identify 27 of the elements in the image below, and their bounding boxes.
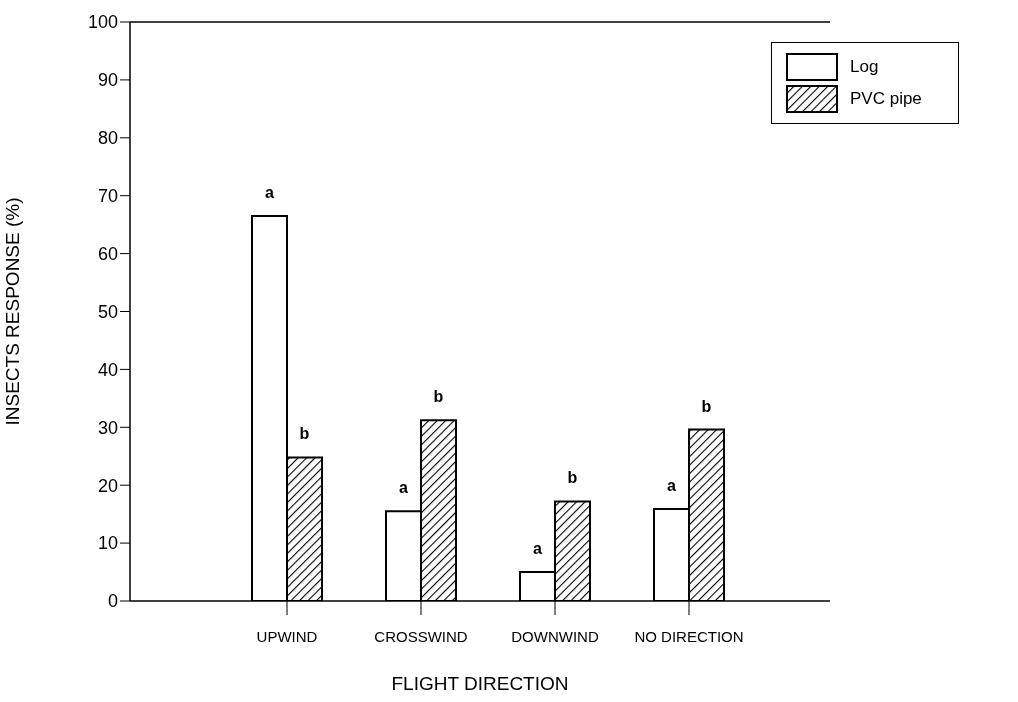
y-tick-label: 40 xyxy=(97,359,118,380)
annotation: a xyxy=(265,183,275,201)
x-tick-label: CROSSWIND xyxy=(374,627,468,645)
legend-label: Log xyxy=(850,57,879,77)
y-tick-label: 90 xyxy=(97,70,118,91)
legend-label: PVC pipe xyxy=(850,89,922,109)
y-tick-label: 80 xyxy=(97,128,118,149)
annotation: b xyxy=(701,397,712,415)
annotation: b xyxy=(299,425,310,443)
annotation: b xyxy=(433,388,444,406)
annotation: a xyxy=(399,479,409,497)
y-tick-label: 70 xyxy=(97,186,118,207)
y-tick-label: 20 xyxy=(97,475,118,496)
annotation: a xyxy=(533,540,543,558)
y-tick-label: 30 xyxy=(97,417,118,438)
y-tick-label: 60 xyxy=(97,243,118,264)
x-tick-label: DOWNWIND xyxy=(511,627,599,645)
x-axis-title: FLIGHT DIRECTION xyxy=(391,673,569,694)
annotation: b xyxy=(567,469,578,487)
y-tick-label: 10 xyxy=(97,533,118,554)
annotation: a xyxy=(667,476,677,494)
y-tick-label: 100 xyxy=(87,12,118,33)
x-tick-label: UPWIND xyxy=(256,627,318,645)
x-tick-label: NO DIRECTION xyxy=(634,627,744,645)
y-tick-label: 50 xyxy=(97,301,118,322)
y-tick-label: 0 xyxy=(107,591,118,612)
y-axis-title: INSECTS RESPONSE (%) xyxy=(1,197,23,426)
